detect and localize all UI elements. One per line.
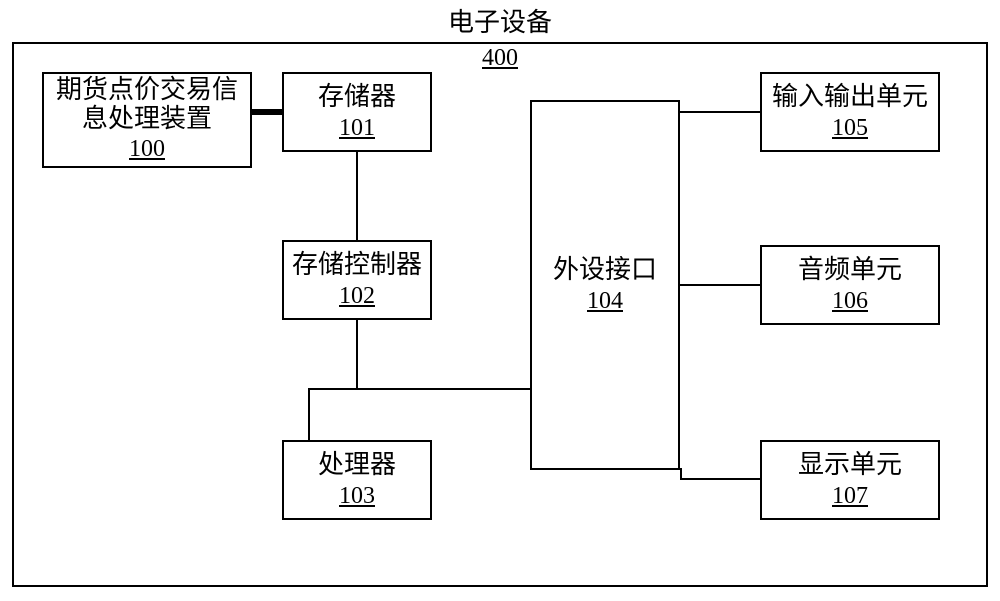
node-104-title: 外设接口 [553, 253, 657, 287]
node-102-number: 102 [339, 281, 375, 312]
edge-102-junction-v [356, 320, 358, 390]
node-101-number: 101 [339, 113, 375, 144]
node-104-number: 104 [587, 286, 623, 317]
node-101: 存储器 101 [282, 72, 432, 152]
edge-104-106 [680, 284, 760, 286]
node-107: 显示单元 107 [760, 440, 940, 520]
outer-title-text: 电子设备 [448, 8, 552, 37]
diagram-canvas: 电子设备 400 期货点价交易信息处理装置 100 存储器 101 存储控制器 … [0, 0, 1000, 601]
node-101-title: 存储器 [318, 80, 396, 114]
outer-title: 电子设备 400 [400, 6, 600, 74]
node-106: 音频单元 106 [760, 245, 940, 325]
edge-junction-103-v [308, 388, 310, 440]
node-100: 期货点价交易信息处理装置 100 [42, 72, 252, 168]
edge-junction-104-h [356, 388, 530, 390]
node-100-number: 100 [129, 134, 165, 165]
node-106-number: 106 [832, 286, 868, 317]
node-104: 外设接口 104 [530, 100, 680, 470]
node-105-number: 105 [832, 113, 868, 144]
edge-104-107-h [680, 478, 760, 480]
node-103: 处理器 103 [282, 440, 432, 520]
edge-104-105 [680, 111, 760, 113]
edge-101-102 [356, 152, 358, 240]
outer-title-number: 400 [482, 45, 518, 71]
edge-junction-h-left [308, 388, 358, 390]
node-105-title: 输入输出单元 [772, 80, 928, 114]
node-107-title: 显示单元 [798, 448, 902, 482]
node-102: 存储控制器 102 [282, 240, 432, 320]
node-100-title: 期货点价交易信息处理装置 [56, 75, 238, 134]
node-107-number: 107 [832, 481, 868, 512]
edge-100-101 [252, 109, 282, 115]
node-105: 输入输出单元 105 [760, 72, 940, 152]
node-102-title: 存储控制器 [292, 248, 422, 282]
node-106-title: 音频单元 [798, 253, 902, 287]
node-103-number: 103 [339, 481, 375, 512]
node-103-title: 处理器 [318, 448, 396, 482]
